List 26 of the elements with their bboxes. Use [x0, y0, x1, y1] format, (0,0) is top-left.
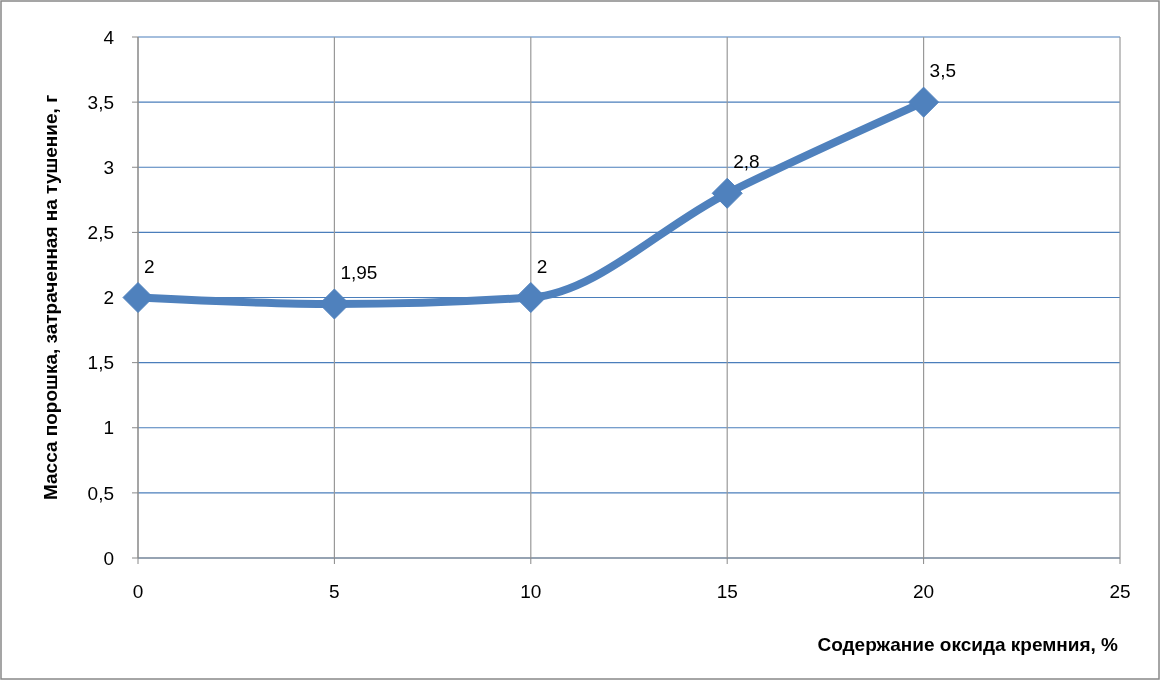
x-tick-label: 10	[520, 581, 542, 602]
y-tick-label: 1,5	[87, 352, 114, 374]
data-label: 2	[536, 255, 548, 277]
y-tick-label: 3	[103, 156, 114, 178]
x-tick-label: 15	[716, 581, 738, 602]
y-tick-label: 4	[103, 26, 115, 48]
x-tick-label: 5	[329, 581, 340, 602]
y-tick-label: 3,5	[87, 91, 114, 113]
x-tick-label: 0	[132, 581, 144, 602]
x-tick-label: 20	[913, 581, 935, 602]
point	[711, 177, 743, 209]
y-tick-label: 0,5	[87, 482, 114, 504]
y-tick-label: 2,5	[87, 222, 114, 244]
y-axis-title: Масса порошка, затраченная на тушение, г	[40, 94, 61, 501]
y-tick-label: 2	[103, 287, 114, 309]
point	[122, 282, 154, 313]
y-tick-label: 0	[103, 547, 114, 569]
data-label: 1,95	[340, 262, 378, 284]
x-tick-label: 25	[1109, 581, 1131, 602]
data-label: 3,5	[929, 60, 957, 82]
data-label: 2,8	[733, 151, 760, 173]
point	[908, 86, 940, 118]
x-axis-title: Содержание оксида кремния, %	[817, 634, 1119, 655]
data-label: 2	[144, 255, 155, 277]
point	[515, 282, 547, 313]
y-tick-label: 1	[103, 417, 114, 439]
